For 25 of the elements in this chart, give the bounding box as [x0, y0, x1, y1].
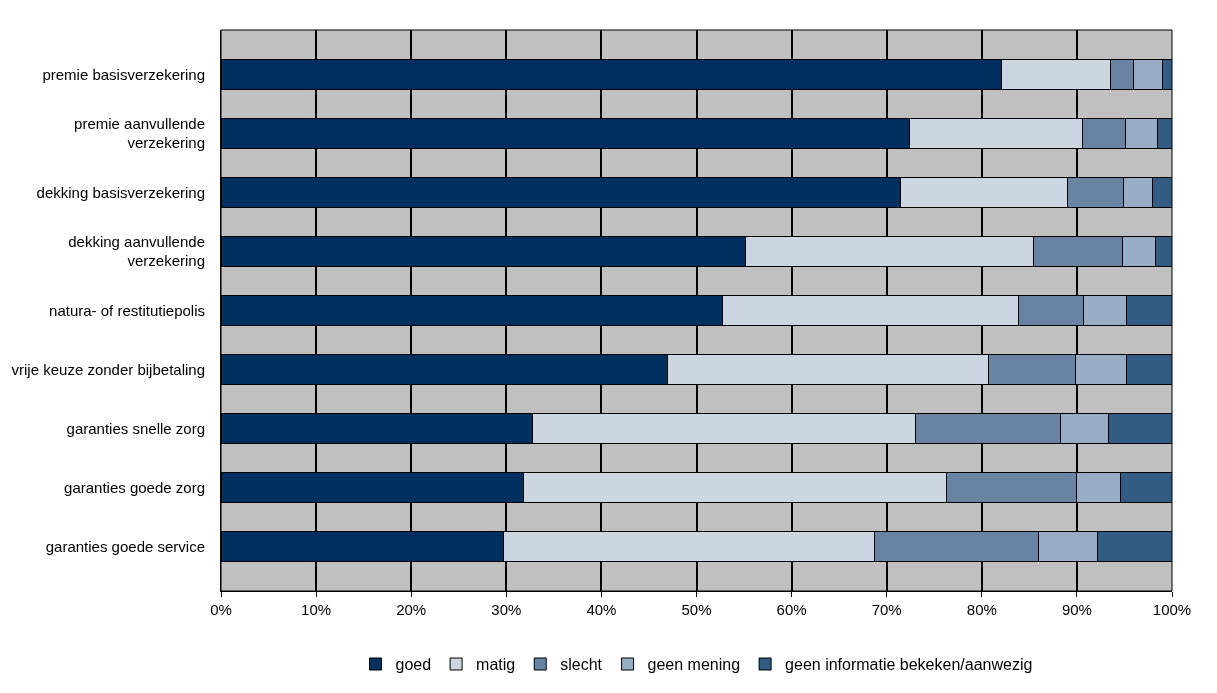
y-tick-label: garanties goede zorg — [64, 478, 205, 496]
y-tick-label: premie aanvullende verzekering — [74, 114, 205, 152]
x-tick-label: 40% — [586, 601, 617, 618]
y-tick-label: natura- of restitutiepolis — [49, 301, 205, 319]
y-tick-label: garanties snelle zorg — [66, 419, 205, 437]
x-tick-label: 30% — [491, 601, 522, 618]
x-tick-label: 60% — [776, 601, 807, 618]
x-tick-label: 20% — [396, 601, 427, 618]
legend-label: geen informatie bekeken/aanwezig — [785, 656, 1033, 674]
x-tick-label: 70% — [871, 601, 902, 618]
y-tick-label: vrije keuze zonder bijbetaling — [11, 360, 205, 378]
x-tick-label: 90% — [1061, 601, 1092, 618]
x-tick-label: 10% — [301, 601, 332, 618]
y-tick-label: dekking aanvullende verzekering — [68, 232, 205, 270]
legend-label: geen mening — [647, 656, 741, 674]
x-tick-label: 80% — [966, 601, 997, 618]
x-tick-label: 100% — [1152, 601, 1192, 618]
y-tick-label: garanties goede service — [45, 537, 205, 555]
x-tick-label: 0% — [210, 601, 232, 618]
x-tick-label: 50% — [681, 601, 712, 618]
legend-label: slecht — [560, 656, 603, 674]
legend-label: matig — [476, 656, 516, 674]
y-tick-label: dekking basisverzekering — [36, 183, 205, 201]
y-tick-label: premie basisverzekering — [42, 65, 205, 83]
legend-label: goed — [395, 656, 432, 674]
